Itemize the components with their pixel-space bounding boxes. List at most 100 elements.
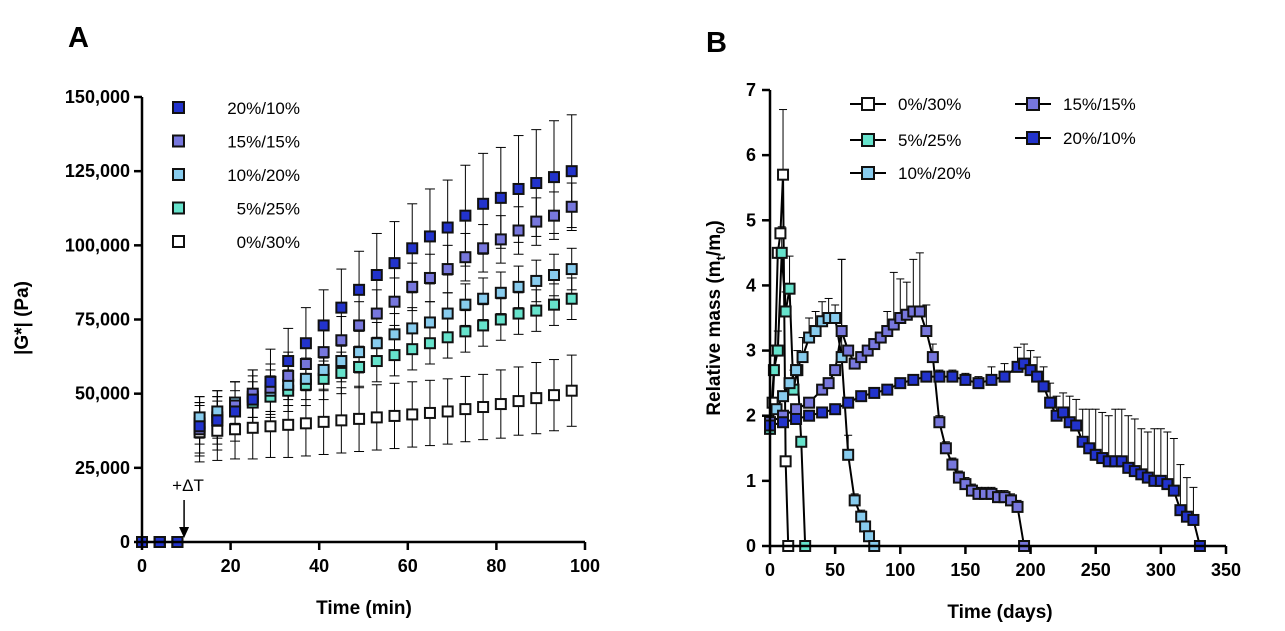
- panel-a-point-15-15: [512, 224, 525, 237]
- panel-b-point-10-20: [777, 390, 790, 403]
- panel-b-point-10-20: [770, 403, 783, 416]
- panel-a-point-20-10: [441, 221, 454, 234]
- panel-a-x-tick-label: 80: [486, 556, 506, 576]
- panel-b-point-15-15: [874, 331, 887, 344]
- panel-a-point-15-15: [477, 242, 490, 255]
- panel-a-point-20-10: [530, 177, 543, 190]
- panel-a-point-20-10: [282, 355, 295, 368]
- panel-b-line-20-10: [769, 362, 1201, 547]
- panel-a-legend-marker-5-25: [172, 201, 185, 215]
- panel-a-point-15-15: [406, 280, 419, 293]
- panel-a-legend-marker-20-10: [172, 101, 185, 114]
- panel-b-point-5-25: [783, 282, 796, 295]
- panel-b-point-20-10: [842, 396, 855, 409]
- panel-a-point-10-20: [423, 316, 436, 329]
- panel-b-point-20-10: [920, 370, 933, 383]
- panel-a-point-15-15: [565, 200, 578, 213]
- panel-b-point-20-10: [946, 370, 959, 383]
- panel-b-point-20-10: [1044, 396, 1057, 409]
- panel-a-point-5-25: [477, 319, 490, 332]
- panel-b-point-10-20: [859, 520, 872, 533]
- panel-a-point-0-30: [547, 389, 560, 402]
- panel-a-point-0-30: [353, 412, 366, 425]
- panel-b-x-tick-label: 200: [1016, 560, 1046, 580]
- panel-b-x-tick-label: 350: [1211, 560, 1241, 580]
- panel-a-point-20-10: [317, 319, 330, 332]
- panel-b-legend-label-0-30: 0%/30%: [898, 95, 961, 114]
- panel-a-point-0-30: [229, 423, 242, 436]
- panel-b-point-20-10: [1070, 419, 1083, 432]
- panel-b-point-10-20: [863, 530, 876, 543]
- panel-a-point-15-15: [388, 295, 401, 308]
- panel-a-point-5-25: [494, 313, 507, 326]
- panel-b-point-15-15: [913, 305, 926, 318]
- panel-b-y-tick-label: 4: [746, 275, 756, 295]
- panel-b-point-20-10: [1031, 370, 1044, 383]
- panel-b-point-20-10: [985, 373, 998, 386]
- panel-a-point-0-30: [299, 417, 312, 430]
- panel-b-point-20-10: [829, 403, 842, 416]
- panel-b-point-20-10: [1174, 504, 1187, 517]
- panel-a-point-20-10: [477, 197, 490, 210]
- panel-b-point-20-10: [803, 409, 816, 422]
- panel-b-point-20-10: [998, 370, 1011, 383]
- panel-a-point-0-30: [370, 411, 383, 424]
- panel-a-point-10-20: [335, 355, 348, 368]
- panel-a-point-10-20: [370, 337, 383, 350]
- panel-a-point-20-10: [335, 301, 348, 314]
- panel-a-point-20-10: [370, 269, 383, 281]
- panel-b-y-tick-label: 3: [746, 341, 756, 361]
- panel-b-point-10-20: [829, 312, 842, 324]
- panel-b-point-20-10: [1024, 364, 1037, 377]
- panel-a-y-tick-label: 0: [120, 532, 130, 552]
- panel-b-point-0-30: [774, 227, 787, 240]
- panel-b-x-tick-label: 50: [825, 560, 845, 580]
- panel-a-arrow-head: [179, 527, 190, 538]
- panel-b-point-15-15: [926, 351, 939, 364]
- panel-a-point-10-20: [388, 328, 401, 341]
- panel-a-x-tick-label: 100: [570, 556, 600, 576]
- panel-a-point-15-15: [370, 307, 383, 320]
- panel-a-point-15-15: [547, 209, 560, 222]
- panel-a-point-20-10: [193, 420, 206, 433]
- panel-b-y-tick-label: 2: [746, 406, 756, 426]
- panel-a-point-5-25: [335, 366, 348, 379]
- panel-b-point-0-30: [779, 455, 792, 468]
- panel-a-point-5-25: [441, 331, 454, 344]
- panel-a-point-0-30: [494, 398, 507, 411]
- panel-a-point-20-10: [423, 230, 436, 243]
- panel-b-point-20-10: [1161, 478, 1174, 491]
- panel-b-point-20-10: [959, 373, 972, 386]
- panel-a-point-5-25: [406, 343, 419, 356]
- panel-b-legend-marker-15-15: [1026, 97, 1040, 111]
- panel-b-point-15-15: [1005, 494, 1018, 507]
- panel-b-point-15-15: [952, 471, 965, 484]
- panel-a-point-0-30: [459, 403, 472, 416]
- panel-a-point-20-10: [229, 405, 242, 418]
- panel-a-point-10-20: [299, 372, 312, 385]
- panel-a-point-20-10: [512, 182, 525, 195]
- panel-b-x-tick-label: 100: [885, 560, 915, 580]
- panel-a-point-10-20: [353, 346, 366, 359]
- panel-a-point-20-10: [388, 257, 401, 270]
- panel-b-point-10-20: [809, 325, 822, 338]
- panel-b-point-10-20: [796, 351, 809, 364]
- panel-a-legend-label-10-20: 10%/20%: [227, 166, 300, 185]
- panel-b-point-15-15: [861, 344, 874, 357]
- panel-b-point-20-10: [855, 390, 868, 403]
- panel-a-point-10-20: [459, 298, 472, 311]
- panel-b-legend-label-5-25: 5%/25%: [898, 131, 961, 150]
- panel-a-point-10-20: [512, 280, 525, 293]
- panel-b-point-20-10: [1018, 357, 1031, 370]
- panel-a-point-20-10: [246, 393, 259, 406]
- panel-a-point-0-30: [512, 395, 525, 408]
- panel-b-point-20-10: [790, 412, 803, 425]
- panel-a-point-20-10: [406, 242, 419, 255]
- panel-b-legend-marker-5-25: [861, 133, 875, 147]
- panel-a-legend-marker-10-20: [172, 168, 185, 181]
- panel-b-point-15-15: [822, 377, 835, 390]
- panel-a-point-0-30: [211, 424, 224, 437]
- panel-b-point-15-15: [848, 357, 861, 370]
- panel-a-point-15-15: [353, 319, 366, 332]
